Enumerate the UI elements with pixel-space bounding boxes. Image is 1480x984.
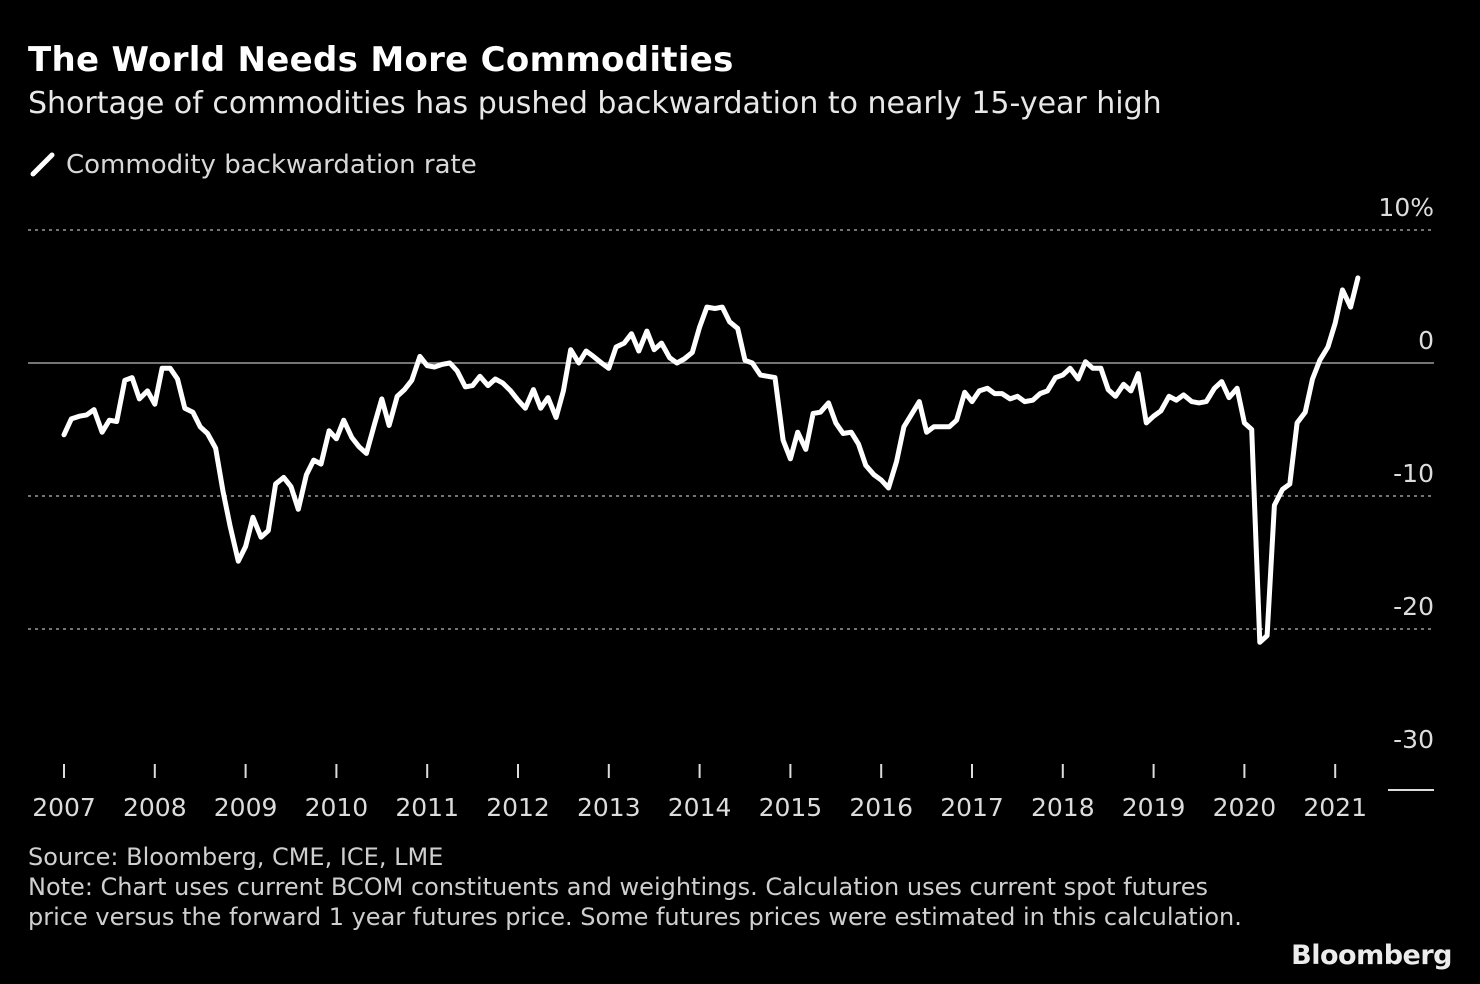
- x-tick-label: 2014: [668, 793, 732, 822]
- x-tick-label: 2008: [123, 793, 187, 822]
- x-tick-label: 2011: [395, 793, 459, 822]
- grid-layer: 10% 0 -10 -20 -30: [28, 193, 1434, 791]
- bloomberg-logo: Bloomberg: [1291, 940, 1452, 971]
- x-tick-label: 2018: [1031, 793, 1095, 822]
- legend-label: Commodity backwardation rate: [66, 150, 477, 180]
- series-layer: [61, 275, 1361, 645]
- y-tick-label: -20: [1393, 592, 1434, 621]
- y-tick-label: 10%: [1378, 193, 1434, 222]
- y-tick-label: -30: [1393, 725, 1434, 754]
- legend-line-icon: [30, 152, 55, 177]
- methodology-note: Note: Chart uses current BCOM constituen…: [28, 873, 1242, 931]
- source-note: Source: Bloomberg, CME, ICE, LME: [28, 843, 444, 871]
- x-tick-label: 2013: [577, 793, 641, 822]
- x-tick-label: 2016: [849, 793, 913, 822]
- x-tick-label: 2021: [1303, 793, 1367, 822]
- x-tick-label: 2007: [32, 793, 96, 822]
- series-line-backwardation: [61, 275, 1361, 645]
- x-tick-label: 2010: [305, 793, 369, 822]
- chart-subtitle: Shortage of commodities has pushed backw…: [28, 86, 1162, 121]
- x-tick-label: 2015: [759, 793, 823, 822]
- legend: Commodity backwardation rate: [30, 150, 477, 180]
- line-chart: 10%0-10-20-30 2007 2008 2009 2010 2011 2012 20…: [28, 193, 1434, 822]
- y-tick-label: -10: [1393, 459, 1434, 488]
- x-tick-label: 2009: [214, 793, 278, 822]
- x-axis: 2007 2008 2009 2010 2011 2012 2013 2014 2015 2016…: [32, 764, 1367, 822]
- x-tick-label: 2012: [486, 793, 550, 822]
- x-tick-label: 2020: [1213, 793, 1277, 822]
- y-tick-label: 0: [1418, 326, 1434, 355]
- x-tick-label: 2017: [940, 793, 1004, 822]
- chart-title: The World Needs More Commodities: [28, 40, 734, 80]
- footer: Source: Bloomberg, CME, ICE, LME Note: C…: [28, 842, 1268, 932]
- x-tick-label: 2019: [1122, 793, 1186, 822]
